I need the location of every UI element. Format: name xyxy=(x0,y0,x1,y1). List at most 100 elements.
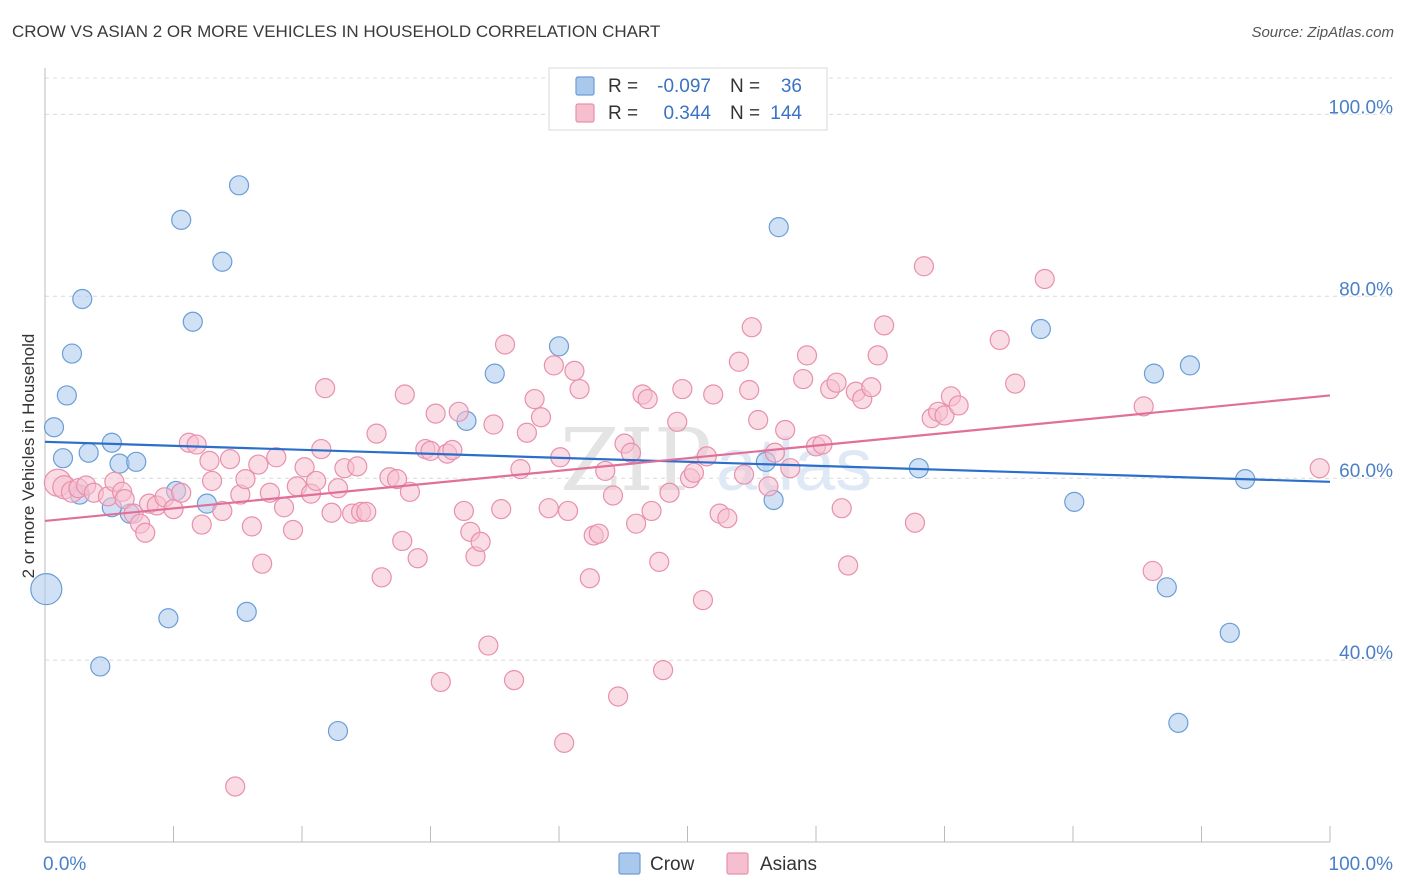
asians-point-77 xyxy=(543,355,564,376)
asians-point-141 xyxy=(1309,458,1330,479)
asians-point-129 xyxy=(904,512,926,533)
asians-point-82 xyxy=(569,378,590,400)
asians-point-19 xyxy=(186,434,207,455)
asians-point-40 xyxy=(315,378,336,399)
asians-point-88 xyxy=(608,686,629,707)
x-tick-label-1: 100.0% xyxy=(1329,854,1394,875)
asians-point-106 xyxy=(717,508,738,529)
asians-point-54 xyxy=(399,481,421,502)
chart-source: Source: ZipAtlas.com xyxy=(1251,24,1394,41)
crow-point-29 xyxy=(1030,318,1051,340)
asians-point-52 xyxy=(392,530,413,552)
axes xyxy=(44,68,1331,843)
asians-point-36 xyxy=(294,457,315,478)
crow-point-19 xyxy=(228,175,250,196)
asians-point-76 xyxy=(538,498,559,519)
series-asians xyxy=(43,256,1330,797)
asians-point-80 xyxy=(557,500,579,522)
legend-r-label-crow: R = xyxy=(608,76,638,97)
crow-point-15 xyxy=(171,209,192,230)
asians-point-22 xyxy=(201,470,223,492)
asians-point-108 xyxy=(733,464,755,485)
legend-r-value-crow: -0.097 xyxy=(657,76,711,97)
asians-point-99 xyxy=(672,378,693,400)
asians-point-68 xyxy=(483,414,504,435)
asians-point-25 xyxy=(225,776,246,797)
tick-labels: 40.0% 60.0% 80.0% 100.0% 0.0% 100.0% xyxy=(43,97,1393,875)
asians-trend-line xyxy=(44,394,1331,523)
legend-r-label-asians: R = xyxy=(608,103,638,124)
legend-n-value-asians: 144 xyxy=(770,103,802,124)
asians-point-24 xyxy=(219,448,241,470)
trend-lines xyxy=(44,394,1331,523)
bottom-legend-label-asians: Asians xyxy=(760,854,817,875)
crow-trend-line xyxy=(44,440,1331,483)
crow-point-16 xyxy=(182,311,203,332)
crow-point-3 xyxy=(61,343,83,364)
asians-point-69 xyxy=(491,499,512,520)
crow-point-30 xyxy=(1064,491,1085,512)
asians-point-87 xyxy=(602,485,624,506)
asians-point-83 xyxy=(579,568,600,589)
asians-point-38 xyxy=(306,470,327,492)
asians-point-62 xyxy=(448,401,469,422)
asians-point-41 xyxy=(321,502,342,523)
asians-point-29 xyxy=(248,454,269,475)
asians-point-85 xyxy=(588,523,609,544)
asians-point-28 xyxy=(241,516,262,537)
crow-point-10 xyxy=(109,453,130,474)
asians-point-20 xyxy=(191,514,212,535)
crow-point-37 xyxy=(30,573,63,606)
asians-point-109 xyxy=(739,379,760,401)
asians-point-116 xyxy=(793,368,814,390)
crow-point-6 xyxy=(78,442,99,463)
asians-point-17 xyxy=(171,482,192,503)
asians-point-49 xyxy=(371,567,392,588)
asians-point-57 xyxy=(420,440,441,462)
crow-point-21 xyxy=(327,720,349,742)
crow-point-32 xyxy=(1156,577,1177,598)
legend-swatch-crow xyxy=(575,76,595,96)
asians-point-86 xyxy=(595,460,616,482)
asians-point-70 xyxy=(494,334,516,355)
asians-point-47 xyxy=(356,501,377,522)
bottom-legend-swatch-asians xyxy=(726,852,749,875)
stats-legend-frame xyxy=(548,67,828,131)
asians-point-55 xyxy=(407,548,428,569)
crow-point-2 xyxy=(56,385,77,406)
crow-point-33 xyxy=(1179,355,1201,376)
asians-point-136 xyxy=(989,329,1010,351)
asians-point-30 xyxy=(252,553,273,574)
asians-point-98 xyxy=(667,411,688,432)
asians-point-107 xyxy=(728,351,750,372)
asians-point-130 xyxy=(913,256,935,277)
asians-point-71 xyxy=(503,670,525,691)
crow-point-12 xyxy=(126,451,147,472)
asians-point-51 xyxy=(386,469,408,490)
asians-point-113 xyxy=(764,442,785,463)
asians-point-114 xyxy=(775,419,796,441)
asians-point-104 xyxy=(703,384,724,405)
asians-point-137 xyxy=(1005,373,1026,394)
series-crow xyxy=(30,175,1256,742)
asians-point-127 xyxy=(867,345,888,366)
asians-point-61 xyxy=(442,439,463,461)
bottom-legend-label-crow: Crow xyxy=(650,854,695,875)
crow-point-36 xyxy=(1168,712,1189,733)
asians-point-102 xyxy=(692,589,714,611)
crow-point-34 xyxy=(1219,622,1240,643)
crow-point-13 xyxy=(158,608,179,629)
asians-point-63 xyxy=(453,500,475,522)
asians-point-133 xyxy=(934,405,955,426)
legend-n-label-asians: N = xyxy=(730,103,760,124)
chart-title: CROW VS ASIAN 2 OR MORE VEHICLES IN HOUS… xyxy=(12,22,661,41)
asians-point-139 xyxy=(1133,396,1154,417)
asians-point-34 xyxy=(282,519,304,541)
crow-point-24 xyxy=(548,336,570,357)
asians-point-67 xyxy=(478,635,499,656)
asians-point-27 xyxy=(235,469,256,490)
asians-point-117 xyxy=(796,345,818,366)
crow-point-5 xyxy=(72,288,93,310)
asians-point-53 xyxy=(394,384,415,405)
